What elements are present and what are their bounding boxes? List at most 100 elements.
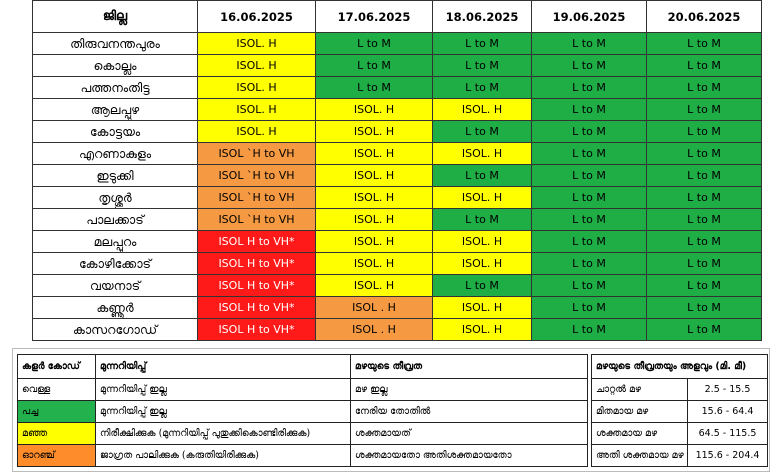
forecast-cell: ISOL H to VH* (197, 230, 316, 253)
rainfall-category: അതി ശക്തമായ മഴ (591, 444, 688, 467)
color-code-header: കളർ കോഡ് (17, 354, 96, 379)
district-name: പാലക്കാട് (32, 208, 198, 231)
rainfall-category: മിതമായ മഴ (591, 400, 688, 423)
forecast-cell: L to M (315, 54, 433, 77)
forecast-cell: L to M (315, 32, 433, 55)
date-header: 20.06.2025 (646, 0, 762, 33)
rainfall-amount-header: മഴയുടെ തീവ്രതയും അളവും (മി. മീ) (590, 354, 769, 379)
forecast-cell: ISOL. H (315, 120, 433, 143)
warning-text: മുന്നറിയിപ്പ് ഇല്ല (95, 378, 351, 401)
forecast-cell: L to M (432, 76, 532, 99)
forecast-cell: ISOL. H (197, 120, 316, 143)
legend-row: പച്ച മുന്നറിയിപ്പ് ഇല്ല നേരിയ തോതിൽ (17, 400, 588, 423)
forecast-cell: ISOL. H (315, 164, 433, 187)
forecast-cell: L to M (646, 296, 762, 319)
intensity-text: ശക്തമായത് (350, 422, 588, 445)
legend-row: ഓറഞ്ച് ജാഗ്രത പാലിക്കുക (കരുതിയിരിക്കുക) ശ… (17, 444, 588, 467)
forecast-cell: L to M (646, 186, 762, 209)
district-name: കാസറഗോഡ് (32, 318, 198, 341)
district-column-header: ജില്ല (32, 0, 198, 33)
forecast-cell: L to M (531, 252, 647, 275)
forecast-cell: L to M (315, 76, 433, 99)
warning-header: മുന്നറിയിപ്പ് (95, 354, 351, 379)
forecast-cell: ISOL . H (315, 318, 433, 341)
forecast-cell: L to M (531, 274, 647, 297)
warning-text: ജാഗ്രത പാലിക്കുക (കരുതിയിരിക്കുക) (95, 444, 351, 467)
forecast-cell: L to M (531, 76, 647, 99)
forecast-cell: ISOL. H (432, 296, 532, 319)
district-name: തിരുവനന്തപുരം (32, 32, 198, 55)
rainfall-amount-legend-body: ചാറ്റൽ മഴ 2.5 - 15.5 മിതമായ മഴ 15.6 - 64.4 ശ… (591, 378, 769, 467)
forecast-cell: ISOL H to VH* (197, 252, 316, 275)
forecast-cell: ISOL. H (315, 208, 433, 231)
intensity-text: മഴ ഇല്ല (350, 378, 588, 401)
district-name: കോഴിക്കോട് (32, 252, 198, 275)
intensity-text: നേരിയ തോതിൽ (350, 400, 588, 423)
forecast-cell: L to M (646, 142, 762, 165)
forecast-cell: ISOL. H (315, 98, 433, 121)
forecast-cell: L to M (531, 54, 647, 77)
forecast-cell: L to M (531, 32, 647, 55)
forecast-cell: ISOL. H (197, 76, 316, 99)
color-swatch-label: മഞ്ഞ (17, 422, 96, 445)
forecast-cell: L to M (531, 142, 647, 165)
forecast-cell: ISOL. H (432, 142, 532, 165)
legend-header-row: കളർ കോഡ് മുന്നറിയിപ്പ് മഴയുടെ തീവ്രത (17, 354, 588, 379)
color-code-legend-body: വെള്ള മുന്നറിയിപ്പ് ഇല്ല മഴ ഇല്ല പച്ച മുന്നറ… (17, 378, 588, 467)
rainfall-category: ശക്തമായ മഴ (591, 422, 688, 445)
district-name: കൊല്ലം (32, 54, 198, 77)
forecast-cell: L to M (531, 120, 647, 143)
forecast-cell: L to M (432, 32, 532, 55)
forecast-cell: ISOL. H (432, 230, 532, 253)
rainfall-legend-row: അതി ശക്തമായ മഴ 115.6 - 204.4 (591, 444, 769, 467)
forecast-cell: ISOL. H (432, 98, 532, 121)
legend-row: മഞ്ഞ നിരീക്ഷിക്കുക (മുന്നറിയിപ്പ് പുതുക്ക… (17, 422, 588, 445)
district-row: കാസറഗോഡ് ISOL H to VH* ISOL . H ISOL. H L to… (32, 318, 762, 341)
rainfall-legend-row: ശക്തമായ മഴ 64.5 - 115.5 (591, 422, 769, 445)
forecast-cell: ISOL `H to VH (197, 164, 316, 187)
color-code-legend: കളർ കോഡ് മുന്നറിയിപ്പ് മഴയുടെ തീവ്രത വെള… (17, 354, 588, 467)
rainfall-range: 2.5 - 15.5 (686, 378, 769, 401)
forecast-cell: ISOL. H (315, 230, 433, 253)
district-name: എറണാകുളം (32, 142, 198, 165)
forecast-cell: L to M (531, 230, 647, 253)
forecast-cell: L to M (646, 120, 762, 143)
forecast-cell: ISOL. H (197, 98, 316, 121)
district-name: മലപ്പുറം (32, 230, 198, 253)
forecast-cell: ISOL. H (432, 252, 532, 275)
forecast-cell: ISOL. H (432, 186, 532, 209)
date-header: 16.06.2025 (197, 0, 316, 33)
forecast-cell: L to M (646, 32, 762, 55)
district-name: കോട്ടയം (32, 120, 198, 143)
forecast-cell: L to M (646, 318, 762, 341)
district-name: പത്തനംതിട്ട (32, 76, 198, 99)
forecast-cell: L to M (531, 296, 647, 319)
rainfall-legend-row: മിതമായ മഴ 15.6 - 64.4 (591, 400, 769, 423)
forecast-cell: ISOL. H (315, 142, 433, 165)
forecast-cell: ISOL. H (315, 274, 433, 297)
forecast-cell: ISOL H to VH* (197, 296, 316, 319)
forecast-cell: L to M (646, 164, 762, 187)
forecast-cell: ISOL H to VH* (197, 318, 316, 341)
forecast-cell: L to M (432, 274, 532, 297)
district-name: ഇടുക്കി (32, 164, 198, 187)
forecast-table: ജില്ല 16.06.2025 17.06.2025 18.06.2025 1… (32, 0, 762, 341)
forecast-cell: L to M (531, 208, 647, 231)
forecast-cell: L to M (646, 230, 762, 253)
district-name: ആലപ്പുഴ (32, 98, 198, 121)
rainfall-range: 15.6 - 64.4 (686, 400, 769, 423)
intensity-header: മഴയുടെ തീവ്രത (350, 354, 588, 379)
color-swatch-label: പച്ച (17, 400, 96, 423)
color-swatch-label: വെള്ള (17, 378, 96, 401)
forecast-cell: L to M (646, 208, 762, 231)
forecast-cell: ISOL. H (432, 318, 532, 341)
forecast-cell: ISOL `H to VH (197, 142, 316, 165)
